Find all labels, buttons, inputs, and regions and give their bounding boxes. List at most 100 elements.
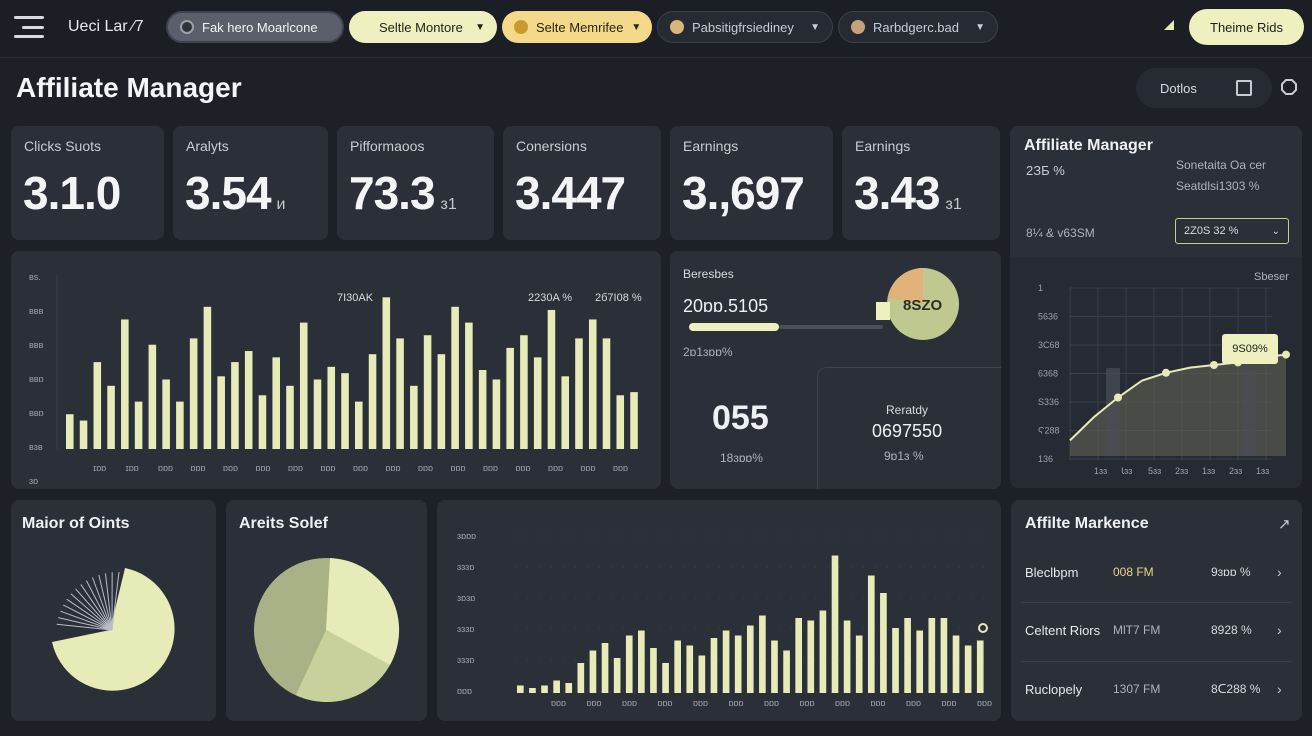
side-panel-title: Affiliate Manager xyxy=(1024,137,1153,154)
pie1-title: Maior of Oints xyxy=(22,515,130,532)
avatar-icon xyxy=(670,20,684,34)
filter-pill-1[interactable]: Fak hero Moarlcone xyxy=(166,11,344,43)
bar xyxy=(577,663,585,693)
x-tick-label: ɒɒɒ xyxy=(587,698,602,708)
x-tick-label: Ꙇɜɜ xyxy=(1121,466,1132,476)
bar xyxy=(976,640,984,693)
bar xyxy=(855,635,863,693)
bar xyxy=(698,655,706,693)
bar xyxy=(602,338,611,449)
kpi-value: 3.43 xyxy=(854,167,941,219)
theme-button[interactable]: Theime Rids xyxy=(1189,9,1304,45)
bg-column xyxy=(1242,370,1256,456)
filter-pill-4[interactable]: Pabsitigfrsiediney ▼ xyxy=(657,11,833,43)
y-tick-label: 5636 xyxy=(1038,312,1058,322)
y-tick-label: ɜɒɜɒ xyxy=(457,593,475,603)
bar xyxy=(465,322,473,449)
bar xyxy=(327,366,336,449)
arrow-up-right-icon[interactable]: ↗ xyxy=(1278,516,1291,533)
settings-icon[interactable] xyxy=(1281,79,1297,95)
bar xyxy=(710,638,718,693)
bar xyxy=(517,685,524,693)
bar xyxy=(79,420,88,449)
bar xyxy=(355,401,363,449)
x-tick-label: 1ɜɜ xyxy=(1256,466,1269,476)
x-tick-label: ɒɒɒ xyxy=(353,463,368,473)
brand-name: Ueci Lar ⁄7 xyxy=(68,18,144,35)
x-tick-label: ɒɒɒ xyxy=(613,463,628,473)
side-footer-left: 8¼ & v63SM xyxy=(1026,226,1095,240)
market-row[interactable]: Celtent Riors MlT7 FM 8928 % › xyxy=(1025,622,1282,638)
bar xyxy=(575,338,583,449)
window-icon[interactable] xyxy=(1236,80,1252,96)
filter-pill-2[interactable]: Seltle Montore ▼ xyxy=(349,11,497,43)
x-tick-label: ɒɒɒ xyxy=(581,463,596,473)
filter-pill-5[interactable]: Rarbdgerc.bad ▼ xyxy=(838,11,998,43)
x-tick-label: ɒɒɒ xyxy=(551,698,566,708)
x-tick-label: 1ɜɜ xyxy=(1202,466,1215,476)
bar xyxy=(437,354,446,449)
mid-donut xyxy=(876,268,959,340)
bar xyxy=(410,385,418,449)
fan-line xyxy=(75,588,113,631)
bar xyxy=(478,370,487,449)
x-tick-label: 2ɜɜ xyxy=(1229,466,1242,476)
data-point xyxy=(1114,393,1122,402)
user-icon xyxy=(180,20,194,34)
x-tick-label: ɒɒɒ xyxy=(548,463,563,473)
signal-icon xyxy=(1164,20,1174,30)
bar xyxy=(928,618,936,693)
filter-pill-3[interactable]: Selte Memrifee ▼ xyxy=(502,11,652,43)
x-tick-label: ɒɒɒ xyxy=(386,463,401,473)
fan-line xyxy=(111,571,120,631)
mid-sub: 2ɒ1ɜɒɒ% xyxy=(683,345,733,359)
kpi-unit: ɜ1 xyxy=(945,196,962,213)
x-tick-label: ɒɒɒ xyxy=(191,463,206,473)
kpi-card-conversions: Conersions 3.447 xyxy=(503,126,661,240)
divider xyxy=(1021,661,1292,662)
bar xyxy=(134,401,143,449)
mid-right-sub: 9ɒ1ɜ % xyxy=(884,449,924,463)
fan-line xyxy=(66,598,113,631)
market-row[interactable]: Ruclopely 1307 FM 8ᑕ288 % › xyxy=(1025,681,1282,697)
y-tick-label: 3C68 xyxy=(1038,340,1060,350)
range-select[interactable]: 2Z0S 32 % ⌄ xyxy=(1175,218,1289,244)
bar xyxy=(382,297,391,449)
bar xyxy=(231,362,239,449)
market-row[interactable]: Bleclbpm 008 FM 9ɜɒɒ % › xyxy=(1025,564,1282,580)
pie-chart-1 xyxy=(52,568,175,691)
x-tick-label: ɒɒɒ xyxy=(764,698,779,708)
x-tick-label: ɒɒɒ xyxy=(835,698,850,708)
chevron-right-icon: › xyxy=(1277,564,1282,580)
bar xyxy=(203,306,212,449)
chevron-down-icon: ▼ xyxy=(475,21,485,33)
mid-big-value: 055 xyxy=(712,399,769,437)
bar xyxy=(783,650,790,693)
y-tick-label: ɜɜɜɒ xyxy=(457,562,474,572)
page-title: Affiliate Manager xyxy=(16,72,242,103)
x-tick-label: ɒɒɒ xyxy=(288,463,303,473)
bar xyxy=(916,630,924,693)
bar xyxy=(588,319,597,449)
y-tick-label: S336 xyxy=(1038,397,1059,407)
menu-icon[interactable] xyxy=(14,16,44,38)
y-tick-label: ɜɒ xyxy=(29,476,38,486)
y-tick-label: ʙʙʙ xyxy=(29,340,44,350)
bar xyxy=(616,395,625,449)
bar xyxy=(286,385,294,449)
kpi-value: 3.,697 xyxy=(682,167,805,219)
chevron-down-icon: ⌄ xyxy=(1271,225,1280,237)
donut-label: 8SZO xyxy=(903,297,943,314)
y-tick-label: ʙʙɒ xyxy=(29,374,44,384)
coin-icon xyxy=(514,20,528,34)
details-button[interactable]: Dotlos xyxy=(1136,68,1272,108)
x-tick-label: 5ɜɜ xyxy=(1148,466,1161,476)
bar xyxy=(892,628,899,693)
fan-line xyxy=(70,593,113,631)
bar xyxy=(686,645,694,693)
kpi-unit: ɜ1 xyxy=(440,196,457,213)
fan-line xyxy=(80,584,113,631)
bar xyxy=(189,338,198,449)
chevron-right-icon: › xyxy=(1277,622,1282,638)
mid-value: 20ɒɒ.5105 xyxy=(683,296,769,316)
